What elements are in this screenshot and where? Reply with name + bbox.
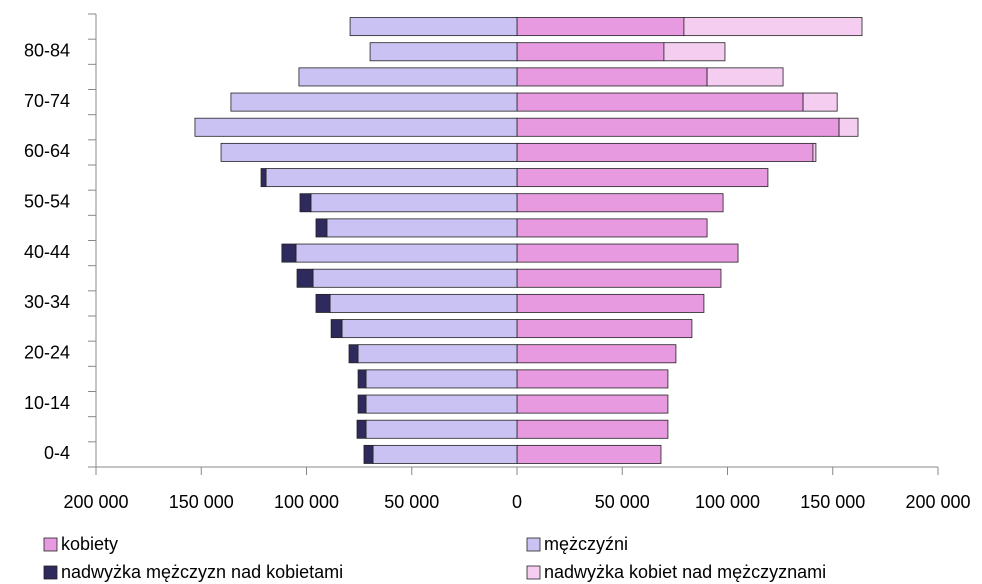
bar <box>516 319 693 339</box>
bar <box>516 117 840 137</box>
bar <box>365 394 518 414</box>
bar <box>357 344 518 364</box>
bar <box>356 419 367 439</box>
x-tick-label: 50 000 <box>595 492 650 512</box>
bar <box>298 67 518 87</box>
bar <box>265 168 518 188</box>
bar <box>663 42 726 62</box>
y-tick-label: 60-64 <box>24 141 70 161</box>
bar <box>312 268 518 288</box>
bar <box>802 92 838 112</box>
bar <box>357 394 367 414</box>
bar <box>516 92 804 112</box>
x-tick-label: 100 000 <box>274 492 339 512</box>
bar <box>516 394 669 414</box>
y-tick-label: 30-34 <box>24 292 70 312</box>
bar <box>516 142 814 162</box>
bar <box>516 419 669 439</box>
bar <box>341 319 518 339</box>
y-tick-label: 20-24 <box>24 343 70 363</box>
y-tick-label: 80-84 <box>24 41 70 61</box>
x-tick-label: 0 <box>512 492 522 512</box>
bar <box>683 17 863 37</box>
bar <box>349 17 518 37</box>
legend-label: kobiety <box>61 534 118 554</box>
bar <box>315 218 328 238</box>
bar <box>516 444 662 464</box>
bar <box>365 369 518 389</box>
x-tick-label: 100 000 <box>695 492 760 512</box>
bar <box>330 319 343 339</box>
x-tick-label: 150 000 <box>800 492 865 512</box>
bar <box>838 117 859 137</box>
y-tick-label: 40-44 <box>24 242 70 262</box>
bar <box>310 193 518 213</box>
legend-label: mężczyźni <box>544 534 628 554</box>
bar <box>363 444 374 464</box>
bar <box>516 344 677 364</box>
bar <box>348 344 359 364</box>
bar <box>299 193 312 213</box>
x-tick-label: 200 000 <box>905 492 970 512</box>
bar <box>516 17 685 37</box>
x-tick-label: 200 000 <box>63 492 128 512</box>
bar <box>706 67 784 87</box>
legend-label: nadwyżka kobiet nad mężczyznami <box>544 562 826 582</box>
bar <box>194 117 518 137</box>
legend-swatch <box>43 537 58 552</box>
bar <box>812 142 817 162</box>
bar <box>516 243 739 263</box>
bar <box>326 218 518 238</box>
y-tick-label: 50-54 <box>24 192 70 212</box>
legend-swatch <box>43 565 58 580</box>
bar <box>516 268 722 288</box>
legend-label: nadwyżka mężczyzn nad kobietami <box>61 562 343 582</box>
bar <box>369 42 518 62</box>
bar <box>372 444 518 464</box>
bar <box>365 419 518 439</box>
x-tick-label: 50 000 <box>384 492 439 512</box>
bar <box>516 293 705 313</box>
legend-swatch <box>526 565 541 580</box>
bar <box>296 268 314 288</box>
bar <box>516 369 669 389</box>
bar <box>329 293 518 313</box>
bar <box>230 92 518 112</box>
bar <box>295 243 518 263</box>
bar <box>357 369 367 389</box>
bar <box>516 42 665 62</box>
bar <box>220 142 518 162</box>
x-tick-label: 150 000 <box>169 492 234 512</box>
bar <box>516 218 708 238</box>
y-tick-label: 70-74 <box>24 91 70 111</box>
y-tick-label: 0-4 <box>44 443 70 463</box>
bar <box>516 168 769 188</box>
bar <box>260 168 267 188</box>
bar <box>516 67 708 87</box>
bar <box>315 293 331 313</box>
legend-swatch <box>526 537 541 552</box>
bar <box>281 243 297 263</box>
bar <box>516 193 724 213</box>
y-tick-label: 10-14 <box>24 393 70 413</box>
